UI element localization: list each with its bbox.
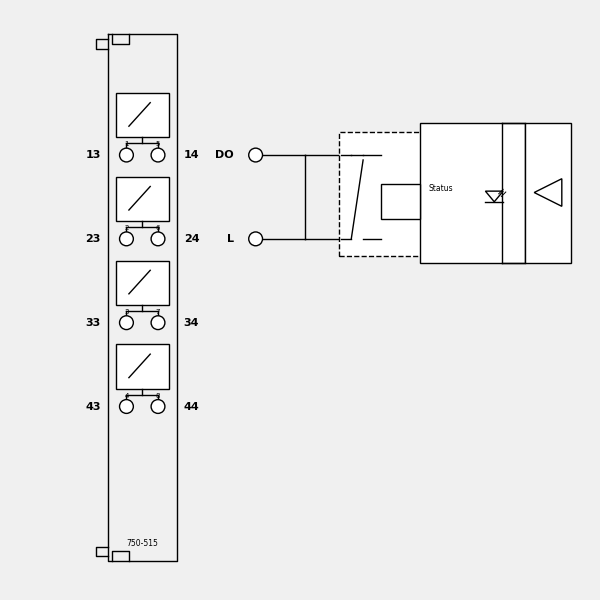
Bar — [116, 93, 169, 137]
Text: 2: 2 — [124, 225, 128, 231]
Bar — [421, 122, 525, 263]
Circle shape — [119, 232, 133, 246]
Circle shape — [151, 316, 165, 329]
Circle shape — [119, 400, 133, 413]
Circle shape — [249, 148, 263, 162]
Bar — [116, 260, 169, 305]
Bar — [116, 177, 169, 221]
Circle shape — [119, 316, 133, 329]
Bar — [525, 122, 571, 263]
Text: L: L — [227, 234, 234, 244]
Circle shape — [151, 400, 165, 413]
Text: 4: 4 — [124, 392, 128, 398]
Text: 24: 24 — [184, 234, 199, 244]
Text: DO: DO — [215, 150, 234, 160]
Text: 43: 43 — [85, 401, 101, 412]
Text: 750-515: 750-515 — [126, 539, 158, 548]
Text: 34: 34 — [184, 317, 199, 328]
Text: 6: 6 — [156, 225, 160, 231]
Text: Status: Status — [428, 184, 453, 193]
Polygon shape — [485, 191, 503, 202]
Bar — [381, 184, 421, 219]
Text: 13: 13 — [85, 150, 101, 160]
Bar — [340, 133, 453, 256]
Text: 23: 23 — [85, 234, 101, 244]
Bar — [116, 344, 169, 389]
Polygon shape — [534, 179, 562, 206]
Circle shape — [151, 232, 165, 246]
Circle shape — [119, 148, 133, 162]
Text: 5: 5 — [156, 141, 160, 147]
Text: 7: 7 — [156, 309, 160, 315]
Text: 33: 33 — [86, 317, 101, 328]
Text: 3: 3 — [124, 309, 128, 315]
Circle shape — [249, 232, 263, 246]
Circle shape — [151, 148, 165, 162]
Text: 44: 44 — [184, 401, 199, 412]
Text: 14: 14 — [184, 150, 199, 160]
Text: 8: 8 — [156, 392, 160, 398]
Text: 1: 1 — [124, 141, 128, 147]
